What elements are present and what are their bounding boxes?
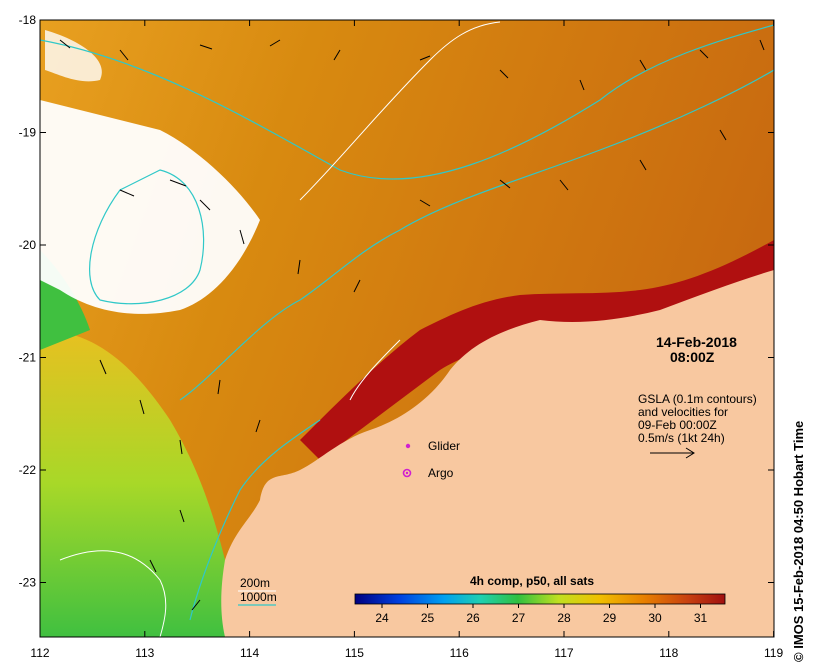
colorbar-tick-label: 25 <box>421 611 435 625</box>
credit-text: IMOS 15-Feb-2018 04:50 Hobart Time <box>791 420 806 649</box>
contour-1000m <box>40 24 774 621</box>
lat-tick-label: -23 <box>19 576 37 590</box>
cloud-area <box>40 100 260 314</box>
depth-200-label: 200m <box>240 576 270 590</box>
glider-legend-label: Glider <box>428 439 460 453</box>
credit-label: © IMOS 15-Feb-2018 04:50 Hobart Time <box>791 421 806 662</box>
contour-200m <box>59 21 501 637</box>
cloud-north <box>45 30 102 82</box>
lat-tick-label: -20 <box>19 238 37 252</box>
cool-water-southwest <box>40 330 235 637</box>
lon-tick-label: 118 <box>659 646 678 660</box>
gsla-line-4: 0.5m/s (1kt 24h) <box>638 431 725 445</box>
argo-marker <box>402 468 412 478</box>
depth-1000-label: 1000m <box>240 590 277 604</box>
velocity-arrows <box>59 39 765 611</box>
time-label: 08:00Z <box>670 349 715 365</box>
lon-tick-label: 113 <box>135 646 154 660</box>
lon-tick-label: 119 <box>764 646 783 660</box>
colorbar-tick-label: 27 <box>512 611 526 625</box>
lon-tick-label: 112 <box>30 646 49 660</box>
gsla-line-2: and velocities for <box>638 405 728 419</box>
colorbar-tick-label: 29 <box>603 611 617 625</box>
glider-marker <box>405 443 411 449</box>
colorbar-tick-label: 30 <box>648 611 662 625</box>
lon-tick-label: 116 <box>450 646 469 660</box>
date-label: 14-Feb-2018 <box>656 334 737 350</box>
gsla-line-1: GSLA (0.1m contours) <box>638 392 757 406</box>
scale-arrow <box>650 447 695 459</box>
lat-tick-label: -21 <box>19 351 37 365</box>
lon-tick-label: 114 <box>240 646 259 660</box>
gsla-line-3: 09-Feb 00:00Z <box>638 418 717 432</box>
plot-frame <box>39 19 775 638</box>
colorbar-tick-label: 24 <box>375 611 389 625</box>
lat-tick-label: -22 <box>19 463 37 477</box>
colorbar-title: 4h comp, p50, all sats <box>470 574 594 588</box>
colorbar-tick-label: 31 <box>694 611 708 625</box>
colorbar <box>354 593 726 605</box>
lon-tick-label: 117 <box>554 646 573 660</box>
land <box>221 270 774 637</box>
argo-legend-label: Argo <box>428 466 454 480</box>
colorbar-tick-label: 28 <box>557 611 571 625</box>
lon-tick-label: 115 <box>345 646 364 660</box>
lat-tick-label: -18 <box>19 13 37 27</box>
copyright-symbol: © <box>791 652 806 662</box>
colorbar-tick-label: 26 <box>466 611 480 625</box>
lat-tick-label: -19 <box>19 126 37 140</box>
warm-coastal <box>300 240 774 460</box>
